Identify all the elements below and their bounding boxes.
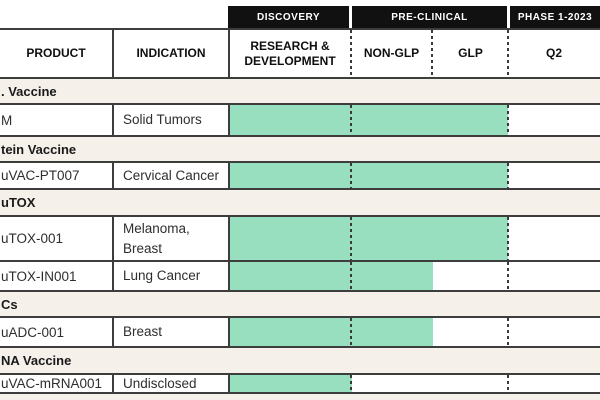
phase-segment-phase1: PHASE 1-2023 — [510, 6, 600, 28]
product-cell: uVAC-PT007 — [0, 163, 114, 188]
progress-lane — [230, 217, 600, 260]
phase-band: DISCOVERY PRE-CLINICAL PHASE 1-2023 — [228, 6, 600, 28]
section-label: uTOX — [1, 195, 36, 210]
indication-cell: Lung Cancer — [114, 262, 230, 290]
section-row: NA Vaccine — [0, 348, 600, 375]
indication-cell: Breast — [114, 318, 230, 346]
progress-lane — [230, 375, 600, 392]
column-header-row: PRODUCT INDICATION RESEARCH & DEVELOPMEN… — [0, 30, 600, 79]
indication-cell: Cervical Cancer — [114, 163, 230, 188]
column-separator-dashed — [350, 163, 352, 188]
column-header-glp: GLP — [458, 46, 483, 60]
column-separator-dashed — [507, 318, 509, 346]
table-row: uADC-001 Breast — [0, 318, 600, 348]
section-label: . Vaccine — [1, 83, 57, 99]
progress-bar — [230, 318, 433, 346]
column-separator-dashed — [507, 217, 509, 260]
table-row: uTOX-001 Melanoma, Breast — [0, 217, 600, 262]
progress-bar — [230, 163, 508, 188]
column-separator-dashed — [507, 163, 509, 188]
progress-lane — [230, 318, 600, 346]
column-header-q2: Q2 — [545, 46, 562, 60]
progress-bar — [230, 262, 433, 290]
product-cell: M — [0, 105, 114, 135]
section-row: tein Vaccine — [0, 137, 600, 163]
product-cell: uTOX-001 — [0, 217, 114, 260]
product-cell: uTOX-IN001 — [0, 262, 114, 290]
progress-lane — [230, 262, 600, 290]
table-row: M Solid Tumors — [0, 105, 600, 137]
column-separator-dashed — [507, 30, 509, 77]
column-separator-dashed — [350, 318, 352, 346]
column-separator-dashed — [507, 375, 509, 392]
section-row: Cs — [0, 292, 600, 318]
section-row: uTOX — [0, 190, 600, 217]
phase-segment-preclinical: PRE-CLINICAL — [352, 6, 507, 28]
product-cell: uVAC-mRNA001 — [0, 375, 114, 392]
section-row: . Vaccine — [0, 79, 600, 105]
column-header-research-development: RESEARCH & DEVELOPMENT — [244, 38, 336, 68]
section-label: tein Vaccine — [1, 141, 77, 157]
indication-cell: Solid Tumors — [114, 105, 230, 135]
column-separator-dashed — [507, 262, 509, 290]
phase-segment-discovery: DISCOVERY — [228, 6, 349, 28]
column-separator-dashed — [350, 217, 352, 260]
section-label: NA Vaccine — [1, 353, 72, 368]
column-separator-dashed — [350, 375, 352, 392]
column-separator-dashed — [507, 105, 509, 135]
table-row: uVAC-PT007 Cervical Cancer — [0, 163, 600, 190]
product-cell: uADC-001 — [0, 318, 114, 346]
pipeline-table: PRODUCT INDICATION RESEARCH & DEVELOPMEN… — [0, 28, 600, 400]
progress-lane — [230, 105, 600, 135]
table-row: uVAC-mRNA001 Undisclosed — [0, 375, 600, 394]
indication-cell: Undisclosed — [114, 375, 230, 392]
progress-bar — [230, 217, 508, 260]
below-table-background — [0, 394, 600, 400]
progress-lane — [230, 163, 600, 188]
column-header-product: PRODUCT — [0, 30, 114, 77]
column-header-non-glp: NON-GLP — [363, 46, 420, 60]
column-separator-dashed — [350, 262, 352, 290]
indication-cell: Melanoma, Breast — [114, 217, 230, 260]
progress-bar — [230, 105, 508, 135]
column-separator-dashed — [431, 30, 433, 77]
progress-bar — [230, 375, 352, 392]
column-header-indication: INDICATION — [114, 30, 230, 77]
column-separator-dashed — [350, 30, 352, 77]
table-row: uTOX-IN001 Lung Cancer — [0, 262, 600, 292]
section-label: Cs — [1, 296, 18, 312]
column-separator-dashed — [350, 105, 352, 135]
